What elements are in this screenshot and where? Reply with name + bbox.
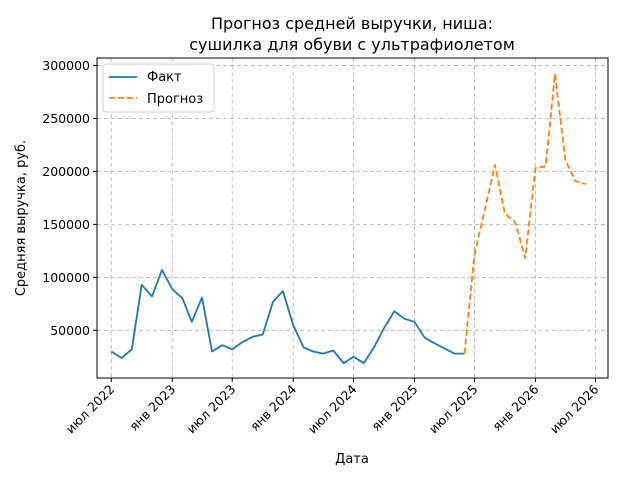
- series-line-fact: [110, 268, 465, 365]
- x-axis-label: Дата: [335, 452, 369, 467]
- chart-title-line-1: Прогноз средней выручки, ниша:: [211, 14, 493, 33]
- legend-box: [102, 63, 215, 113]
- y-tick-label: 50000: [50, 323, 90, 338]
- y-tick-label: 150000: [42, 217, 90, 232]
- legend: Факт Прогноз: [102, 63, 215, 113]
- plot-area: [96, 57, 609, 379]
- y-axis-label: Средняя выручка, руб.: [14, 140, 29, 296]
- y-tick-label: 300000: [42, 58, 90, 73]
- x-tick-label: июл 2023: [184, 382, 239, 437]
- series-layer: [110, 73, 586, 365]
- x-tick-label: июл 2026: [547, 381, 602, 436]
- x-tick-label: янв 2024: [247, 381, 299, 433]
- x-tick-label: янв 2023: [126, 382, 178, 434]
- x-tick-label: июл 2025: [426, 382, 481, 437]
- x-tick-label: янв 2025: [368, 382, 420, 434]
- legend-label-forecast: Прогноз: [147, 92, 203, 107]
- y-tick-label: 100000: [42, 270, 90, 285]
- legend-label-fact: Факт: [147, 70, 182, 85]
- series-line-forecast: [463, 73, 586, 354]
- y-tick-label: 250000: [42, 111, 90, 126]
- x-tick-label: июл 2022: [63, 382, 118, 437]
- chart-title-line-2: сушилка для обуви с ультрафиолетом: [189, 35, 515, 54]
- axis-ticks: 50000 100000 150000 200000 250000 300000 июл 2…: [42, 58, 601, 436]
- y-tick-label: 200000: [42, 164, 90, 179]
- x-tick-label: июл 2024: [305, 381, 360, 436]
- x-tick-label: янв 2026: [489, 381, 541, 433]
